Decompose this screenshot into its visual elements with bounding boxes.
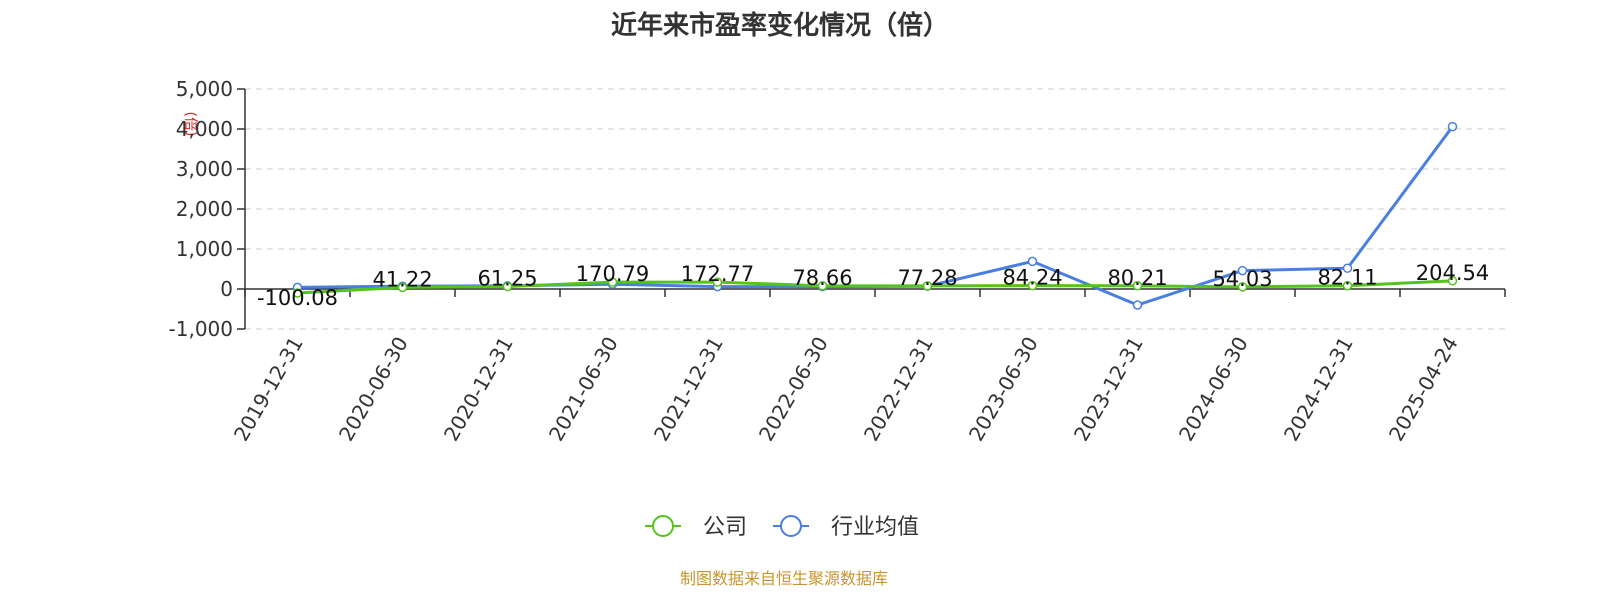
x-tick-label: 2023-06-30 xyxy=(964,333,1043,446)
data-label: 172.77 xyxy=(681,262,754,286)
data-label: 80.21 xyxy=(1107,266,1167,290)
series-line xyxy=(297,279,1453,295)
data-label: 84.24 xyxy=(1002,266,1062,290)
x-tick-label: 2022-06-30 xyxy=(754,333,833,446)
data-label: 54.03 xyxy=(1212,267,1272,291)
data-point xyxy=(1027,280,1038,291)
y-tick-label: 3,000 xyxy=(176,157,233,181)
y-axis: 5,000 4,000 3,000 2,000 1,000 0 -1,000 xyxy=(169,77,246,341)
x-tick-label: 2024-06-30 xyxy=(1174,333,1253,446)
legend-marker-icon xyxy=(780,515,802,537)
data-label: 82.11 xyxy=(1317,266,1377,290)
legend-item[interactable]: 行业均值 xyxy=(773,515,919,540)
data-point xyxy=(1237,265,1248,276)
data-label: 77.28 xyxy=(897,266,957,290)
data-point xyxy=(607,277,618,287)
data-point xyxy=(502,281,513,292)
data-label: -100.08 xyxy=(257,286,338,310)
y-tick-label: 1,000 xyxy=(176,237,233,261)
data-point xyxy=(712,277,723,287)
legend-marker-icon xyxy=(652,515,674,537)
data-point xyxy=(397,282,408,293)
data-label: 41.22 xyxy=(372,267,432,291)
data-point xyxy=(1132,281,1143,291)
series-layer xyxy=(292,121,1458,310)
data-point xyxy=(1342,280,1353,291)
x-tick-label: 2021-06-30 xyxy=(544,333,623,446)
data-point xyxy=(292,288,303,298)
x-tick-label: 2020-06-30 xyxy=(334,333,413,446)
data-label: 204.54 xyxy=(1416,261,1489,285)
x-tick-label: 2022-12-31 xyxy=(859,333,938,446)
series-line xyxy=(297,125,1454,307)
data-source-note: 制图数据来自恒生聚源数据库 xyxy=(680,569,888,588)
data-label: 170.79 xyxy=(576,262,649,286)
y-tick-label: 4,000 xyxy=(176,117,233,141)
data-point xyxy=(1447,276,1458,286)
y-tick-label: 5,000 xyxy=(176,77,233,101)
data-labels: -100.08 41.22 61.25 170.79 172.77 78.66 77.28 8… xyxy=(257,261,1489,310)
data-label: 78.66 xyxy=(792,266,852,290)
data-point xyxy=(1027,256,1038,267)
grid-lines xyxy=(245,88,1505,330)
watermark-stamp: (倍) xyxy=(182,112,198,137)
legend-label: 公司 xyxy=(703,515,747,540)
data-point xyxy=(1342,263,1353,273)
legend-item[interactable]: 公司 xyxy=(645,515,747,540)
chart-title: 近年来市盈率变化情况（倍） xyxy=(611,10,949,41)
x-tick-label: 2023-12-31 xyxy=(1069,333,1148,446)
x-tick-label: 2020-12-31 xyxy=(439,333,518,446)
x-tick-label: 2024-12-31 xyxy=(1279,333,1358,446)
x-tick-label: 2019-12-31 xyxy=(229,333,308,446)
data-point xyxy=(1237,282,1248,292)
legend[interactable]: 公司 行业均值 xyxy=(645,515,919,540)
y-tick-label: 0 xyxy=(220,277,233,301)
data-point xyxy=(817,281,828,291)
y-tick-label: -1,000 xyxy=(169,317,233,341)
data-label: 61.25 xyxy=(477,267,537,291)
data-point xyxy=(1447,121,1458,132)
legend-label: 行业均值 xyxy=(831,515,919,540)
data-point xyxy=(1132,300,1143,310)
x-tick-label: 2021-12-31 xyxy=(649,333,728,446)
x-axis: 2019-12-31 2020-06-30 2020-12-31 2021-06-30… xyxy=(229,288,1506,446)
data-point xyxy=(922,281,933,291)
x-tick-label: 2025-04-24 xyxy=(1384,333,1463,446)
y-tick-label: 2,000 xyxy=(176,197,233,221)
